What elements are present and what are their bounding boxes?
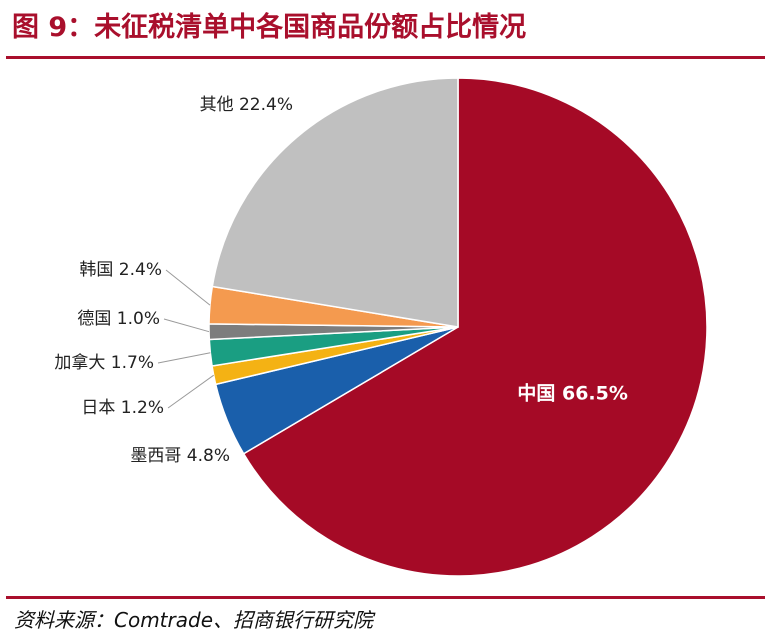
leader-line-3 [157, 352, 211, 364]
chart-title: 图 9：未征税清单中各国商品份额占比情况 [12, 12, 527, 43]
slice-label-4: 德国 1.0% [77, 309, 160, 329]
leader-line-5 [165, 269, 211, 306]
slice-label-1: 墨西哥 4.8% [130, 446, 230, 466]
slice-label-2: 日本 1.2% [81, 398, 164, 418]
leader-line-4 [163, 318, 210, 333]
slice-label-5: 韩国 2.4% [79, 260, 162, 280]
pie-slice-0 [242, 77, 708, 577]
slice-label-6: 其他 22.4% [200, 95, 293, 115]
slice-label-china: 中国 66.5% [517, 381, 628, 404]
title-divider [6, 56, 765, 59]
leader-line-2 [167, 374, 215, 409]
pie-slice-6 [211, 77, 459, 328]
source-divider [6, 596, 765, 599]
slice-label-3: 加拿大 1.7% [54, 352, 154, 373]
source-note: 资料来源：Comtrade、招商银行研究院 [14, 608, 374, 632]
